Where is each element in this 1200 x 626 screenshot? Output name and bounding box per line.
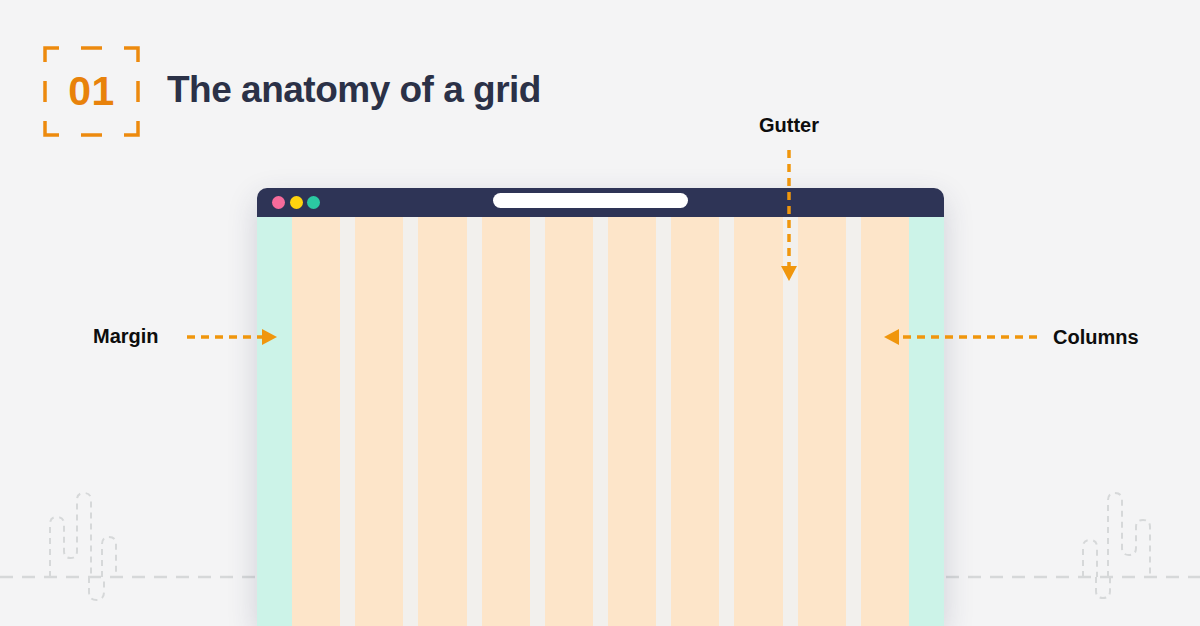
grid-column — [545, 217, 593, 626]
window-controls — [272, 196, 320, 209]
skyline-right-bar — [1083, 540, 1097, 577]
gutter-label: Gutter — [759, 114, 819, 137]
columns-label: Columns — [1053, 326, 1139, 349]
grid-column — [355, 217, 403, 626]
window-close-button[interactable] — [272, 196, 285, 209]
grid-margin-left — [257, 217, 292, 626]
skyline-right-cactus — [1108, 493, 1150, 577]
grid-demo-area — [257, 217, 944, 626]
skyline-left-stub — [89, 577, 104, 600]
step-number: 01 — [45, 48, 138, 135]
grid-column — [418, 217, 466, 626]
browser-titlebar — [257, 188, 944, 217]
grid-column — [482, 217, 530, 626]
grid-column — [292, 217, 340, 626]
address-bar[interactable] — [493, 193, 688, 208]
window-minimize-button[interactable] — [290, 196, 303, 209]
window-expand-button[interactable] — [307, 196, 320, 209]
grid-column — [798, 217, 846, 626]
skyline-left-bar — [102, 537, 116, 577]
grid-column — [734, 217, 782, 626]
skyline-right-stub — [1096, 577, 1110, 598]
grid-column — [671, 217, 719, 626]
margin-label: Margin — [93, 325, 159, 348]
page-title: The anatomy of a grid — [167, 69, 541, 111]
infographic-canvas: 01 The anatomy of a grid Gutter Margin C… — [0, 0, 1200, 626]
grid-column — [861, 217, 909, 626]
grid-columns-container — [292, 217, 909, 626]
grid-margin-right — [909, 217, 944, 626]
browser-window — [257, 188, 944, 626]
grid-column — [608, 217, 656, 626]
skyline-left-cactus — [50, 493, 91, 577]
